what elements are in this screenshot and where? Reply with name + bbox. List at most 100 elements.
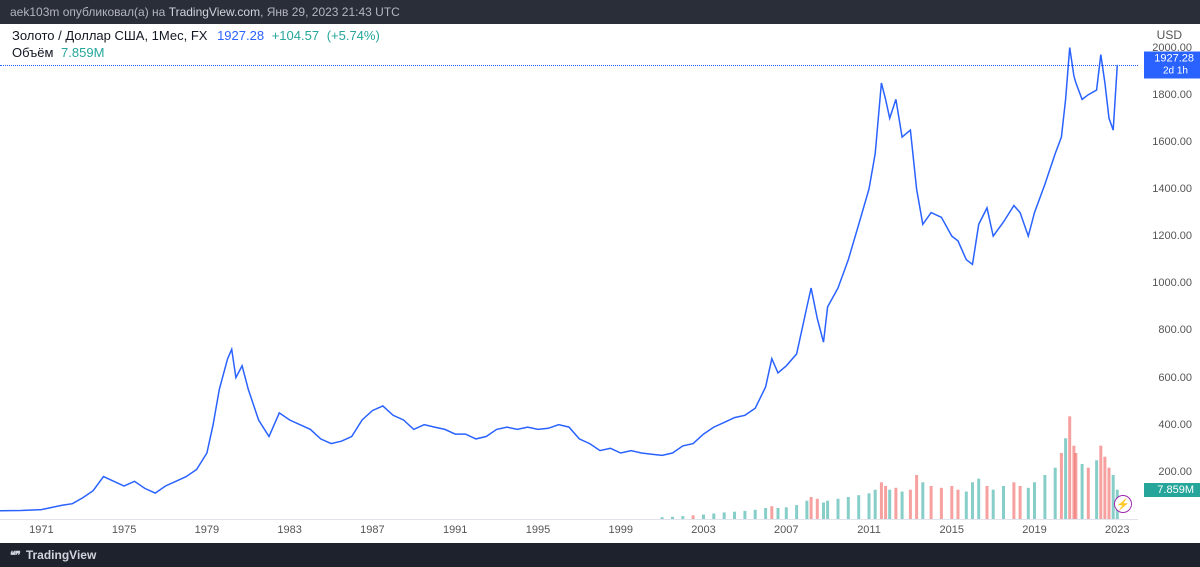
volume-bar: [965, 492, 968, 520]
volume-bar: [880, 482, 883, 519]
volume-bar: [868, 493, 871, 519]
x-tick: 1975: [112, 524, 136, 536]
y-tick: 1000.00: [1152, 277, 1192, 289]
x-tick: 2007: [774, 524, 798, 536]
current-price-tag: 1927.28 2d 1h: [1144, 51, 1200, 78]
volume-bar: [894, 488, 897, 519]
volume-bar: [1112, 475, 1115, 519]
x-tick: 1995: [526, 524, 550, 536]
volume-bar: [770, 506, 773, 519]
publish-date: , Янв 29, 2023 21:43 UTC: [260, 5, 400, 19]
volume-bar: [1074, 453, 1077, 519]
volume-value: 7.859M: [61, 45, 104, 60]
x-tick: 1979: [195, 524, 219, 536]
tradingview-logo-icon: ❝❞: [10, 549, 20, 562]
x-tick: 1983: [277, 524, 301, 536]
x-tick: 2011: [857, 524, 881, 536]
y-tick: 400.00: [1158, 419, 1192, 431]
volume-bar: [723, 512, 726, 519]
x-tick: 2019: [1022, 524, 1046, 536]
x-tick: 1987: [360, 524, 384, 536]
volume-bar: [874, 490, 877, 519]
volume-bar: [992, 490, 995, 519]
last-price: 1927.28: [217, 28, 264, 43]
volume-bar: [986, 486, 989, 519]
site-link[interactable]: TradingView.com: [169, 5, 260, 19]
y-tick: 800.00: [1158, 324, 1192, 336]
volume-bar: [1027, 488, 1030, 519]
volume-bar: [909, 490, 912, 519]
volume-bar: [837, 499, 840, 519]
volume-bar: [977, 479, 980, 519]
volume-bar: [930, 486, 933, 519]
y-tick: 1200.00: [1152, 230, 1192, 242]
x-tick: 2003: [691, 524, 715, 536]
volume-bar: [1068, 416, 1071, 519]
volume-bar: [971, 482, 974, 519]
volume-bar: [1054, 468, 1057, 519]
y-tick: 1800.00: [1152, 89, 1192, 101]
volume-bar: [754, 510, 757, 519]
flash-icon[interactable]: ⚡: [1114, 495, 1132, 513]
volume-bar: [733, 512, 736, 519]
y-tick: 2000.00: [1152, 42, 1192, 54]
price-tag-value: 1927.28: [1150, 52, 1194, 64]
volume-bar: [764, 508, 767, 519]
footer-bar: ❝❞ TradingView: [0, 543, 1200, 567]
y-tick: 600.00: [1158, 372, 1192, 384]
x-tick: 2015: [940, 524, 964, 536]
publisher-user: aek103m: [10, 5, 59, 19]
volume-bar: [795, 505, 798, 519]
volume-bar: [957, 490, 960, 519]
volume-bar: [1099, 446, 1102, 519]
volume-bar: [1060, 453, 1063, 519]
volume-bar: [1103, 457, 1106, 519]
change-pct: (+5.74%): [327, 28, 380, 43]
time-axis[interactable]: 1971 1975 1979 1983 1987 1991 1995 1999 2003 2007…: [0, 519, 1138, 543]
volume-bar: [901, 492, 904, 520]
volume-bar: [921, 482, 924, 519]
volume-bar: [1064, 438, 1067, 519]
published-text: опубликовал(а) на: [63, 5, 166, 19]
volume-bar: [810, 497, 813, 519]
volume-bar: [857, 495, 860, 519]
volume-bar: [805, 501, 808, 519]
y-tick: 200.00: [1158, 466, 1192, 478]
volume-bar: [777, 508, 780, 519]
change-abs: +104.57: [272, 28, 319, 43]
volume-bar: [847, 497, 850, 519]
y-tick: 1400.00: [1152, 183, 1192, 195]
volume-bar: [743, 511, 746, 519]
volume-bar: [1019, 486, 1022, 519]
volume-bar: [822, 503, 825, 520]
price-axis[interactable]: 1927.28 2d 1h 7.859M 2000.00 1800.00 1600.…: [1138, 24, 1200, 519]
volume-bar: [940, 488, 943, 519]
volume-bar: [888, 490, 891, 519]
volume-bar: [915, 475, 918, 519]
volume-tag: 7.859M: [1144, 483, 1200, 497]
chart-area[interactable]: ⚡: [0, 24, 1138, 519]
volume-bar: [950, 486, 953, 519]
volume-bar: [884, 486, 887, 519]
volume-bar: [1033, 482, 1036, 519]
x-tick: 1971: [29, 524, 53, 536]
publish-header: aek103m опубликовал(а) на TradingView.co…: [0, 0, 1200, 24]
price-tag-countdown: 2d 1h: [1150, 64, 1194, 77]
brand-name[interactable]: TradingView: [26, 548, 96, 562]
volume-bar: [826, 501, 829, 519]
x-tick: 2023: [1105, 524, 1129, 536]
volume-chart-svg: [0, 24, 1138, 519]
volume-bar: [1043, 475, 1046, 519]
x-tick: 1999: [608, 524, 632, 536]
y-tick: 1600.00: [1152, 136, 1192, 148]
symbol-info: Золото / Доллар США, 1Мес, FX 1927.28 +1…: [12, 28, 380, 60]
volume-bar: [785, 507, 788, 519]
volume-bar: [1012, 482, 1015, 519]
symbol-name[interactable]: Золото / Доллар США, 1Мес, FX: [12, 28, 207, 43]
volume-label: Объём: [12, 45, 53, 60]
x-tick: 1991: [443, 524, 467, 536]
volume-bar: [1002, 486, 1005, 519]
volume-bar: [816, 499, 819, 519]
volume-bar: [1095, 460, 1098, 519]
volume-bar: [1087, 468, 1090, 519]
